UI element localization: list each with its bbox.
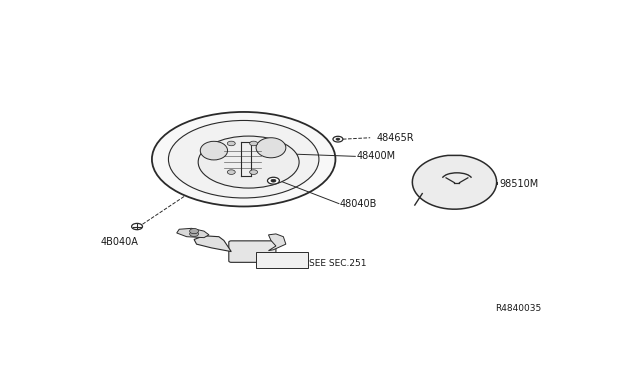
Circle shape — [250, 141, 257, 146]
Text: 48465R: 48465R — [376, 133, 413, 143]
Circle shape — [250, 170, 257, 174]
Text: SEE SEC.251: SEE SEC.251 — [309, 259, 367, 268]
Circle shape — [227, 170, 236, 174]
FancyBboxPatch shape — [229, 241, 276, 262]
Ellipse shape — [200, 141, 228, 160]
Circle shape — [189, 231, 198, 237]
Text: 48040B: 48040B — [340, 199, 377, 209]
Circle shape — [132, 223, 143, 230]
Ellipse shape — [198, 136, 299, 188]
Circle shape — [271, 179, 276, 182]
Ellipse shape — [256, 138, 286, 158]
Circle shape — [336, 138, 340, 140]
Circle shape — [333, 136, 343, 142]
Polygon shape — [412, 155, 497, 209]
Polygon shape — [269, 234, 286, 251]
Ellipse shape — [168, 121, 319, 198]
Text: 48400M: 48400M — [356, 151, 396, 161]
FancyBboxPatch shape — [256, 252, 308, 268]
Circle shape — [227, 141, 236, 146]
Polygon shape — [194, 236, 231, 251]
Text: R4840035: R4840035 — [495, 304, 541, 312]
Ellipse shape — [152, 112, 335, 206]
Text: 4B040A: 4B040A — [101, 237, 139, 247]
Text: 98510M: 98510M — [499, 179, 538, 189]
Circle shape — [189, 228, 198, 234]
Polygon shape — [177, 228, 209, 238]
Circle shape — [268, 177, 280, 184]
